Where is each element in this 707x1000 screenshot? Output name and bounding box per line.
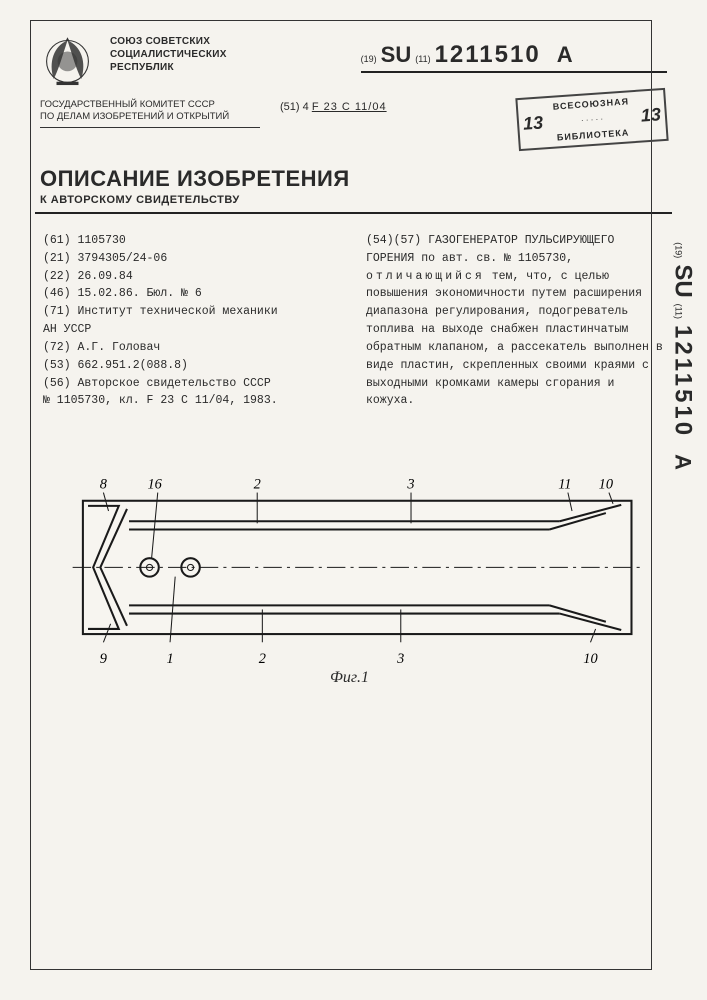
committee-line: ПО ДЕЛАМ ИЗОБРЕТЕНИЙ И ОТКРЫТИЙ: [40, 111, 260, 123]
biblio-line: АН УССР: [43, 321, 341, 339]
doc-suffix: A: [557, 42, 573, 68]
bibliographic-data: (61) 1105730(21) 3794305/24-06(22) 26.09…: [35, 214, 672, 420]
biblio-line: (56) Авторское свидетельство СССР: [43, 375, 341, 393]
state-emblem: [40, 35, 95, 90]
stamp-right: 13: [640, 104, 661, 126]
side-sub: (11): [674, 304, 684, 319]
svg-text:9: 9: [100, 651, 107, 665]
union-line: СОЦИАЛИСТИЧЕСКИХ: [110, 48, 346, 61]
biblio-line: (53) 662.951.2(088.8): [43, 357, 341, 375]
svg-text:11: 11: [558, 477, 571, 493]
title-main: ОПИСАНИЕ ИЗОБРЕТЕНИЯ: [40, 168, 667, 190]
side-suffix: A: [670, 454, 696, 470]
svg-text:16: 16: [148, 477, 163, 493]
doc-num: 1211510: [435, 41, 541, 69]
abstract-body: тем, что, с целью повышения экономичност…: [366, 270, 663, 408]
abstract-ref: по авт. св. № 1105730,: [421, 252, 573, 265]
committee-line: ГОСУДАРСТВЕННЫЙ КОМИТЕТ СССР: [40, 99, 260, 111]
doc-sub: (11): [415, 54, 430, 64]
union-line: СОЮЗ СОВЕТСКИХ: [110, 35, 346, 48]
committee-text: ГОСУДАРСТВЕННЫЙ КОМИТЕТ СССР ПО ДЕЛАМ ИЗ…: [40, 99, 260, 128]
svg-text:3: 3: [406, 477, 414, 493]
header-row: СОЮЗ СОВЕТСКИХ СОЦИАЛИСТИЧЕСКИХ РЕСПУБЛИ…: [35, 25, 672, 95]
ipc-prefix: (51) 4: [280, 101, 309, 113]
library-stamp: ВСЕСОЮЗНАЯ 13 · · · · · 13 БИБЛИОТЕКА: [515, 88, 668, 151]
ipc-code: (51) 4 F 23 C 11/04: [280, 99, 387, 113]
biblio-line: (21) 3794305/24-06: [43, 250, 341, 268]
doc-prefix: (19): [361, 54, 377, 64]
subhead-row: ГОСУДАРСТВЕННЫЙ КОМИТЕТ СССР ПО ДЕЛАМ ИЗ…: [35, 95, 672, 156]
biblio-line: (22) 26.09.84: [43, 268, 341, 286]
svg-text:10: 10: [599, 477, 613, 493]
svg-text:3: 3: [396, 651, 404, 665]
title-sub: К АВТОРСКОМУ СВИДЕТЕЛЬСТВУ: [40, 194, 667, 206]
biblio-line: № 1105730, кл. F 23 C 11/04, 1983.: [43, 392, 341, 410]
side-num: 1211510: [669, 325, 697, 438]
svg-text:2: 2: [259, 651, 266, 665]
ipc-value: F 23 C 11/04: [312, 101, 387, 113]
figure-caption: Фиг.1: [47, 669, 652, 687]
biblio-line: (71) Институт технической механики: [43, 303, 341, 321]
union-text: СОЮЗ СОВЕТСКИХ СОЦИАЛИСТИЧЕСКИХ РЕСПУБЛИ…: [110, 35, 346, 74]
union-line: РЕСПУБЛИК: [110, 61, 346, 74]
title-block: ОПИСАНИЕ ИЗОБРЕТЕНИЯ К АВТОРСКОМУ СВИДЕТ…: [35, 160, 672, 214]
figure-1: 8 16 2 3 11 10 9 1 2 3 10 Фиг.1: [35, 470, 672, 687]
abstract-diff: отличающийся: [366, 270, 485, 283]
doc-number: (19) SU (11) 1211510 A: [361, 35, 667, 73]
side-prefix: (19): [674, 242, 684, 258]
abstract-code: (54)(57): [366, 234, 421, 247]
biblio-line: (72) А.Г. Головач: [43, 339, 341, 357]
svg-text:2: 2: [254, 477, 261, 493]
svg-text:10: 10: [583, 651, 597, 665]
doc-su: SU: [381, 42, 412, 68]
biblio-left-col: (61) 1105730(21) 3794305/24-06(22) 26.09…: [43, 232, 341, 410]
biblio-line: (46) 15.02.86. Бюл. № 6: [43, 285, 341, 303]
svg-text:8: 8: [100, 477, 108, 493]
svg-text:1: 1: [166, 651, 173, 665]
side-doc-number: (19) SU (11) 1211510 A: [669, 242, 697, 470]
side-su: SU: [669, 264, 697, 297]
biblio-line: (61) 1105730: [43, 232, 341, 250]
biblio-right-col: (54)(57) ГАЗОГЕНЕРАТОР ПУЛЬСИРУЮЩЕГО ГОР…: [366, 232, 664, 410]
stamp-left: 13: [522, 112, 543, 134]
